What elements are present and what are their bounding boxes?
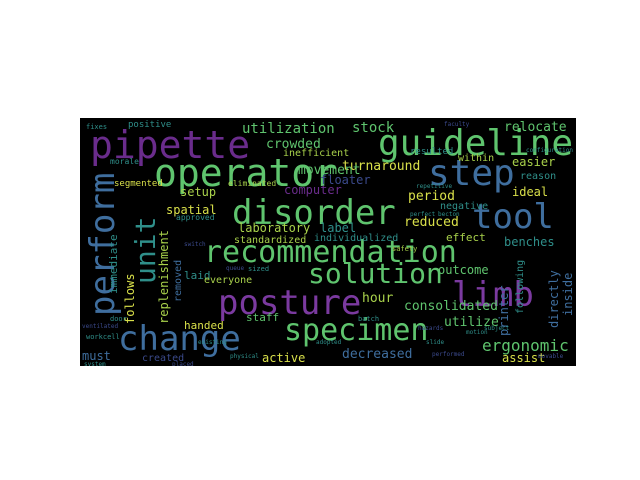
word-within: within xyxy=(458,153,495,164)
word-faculty: faculty xyxy=(444,121,470,128)
word-adopted: adopted xyxy=(316,339,342,346)
word-floater: floater xyxy=(320,173,371,187)
word-laboratory: laboratory xyxy=(238,221,311,235)
word-setup: setup xyxy=(180,185,217,199)
word-slide: slide xyxy=(426,339,445,346)
word-removed: removed xyxy=(173,259,184,302)
word-reason: reason xyxy=(520,171,557,182)
word-cloud: pipette guideline operator step disorder… xyxy=(80,118,576,366)
word-consolidated: consolidated xyxy=(404,299,498,314)
word-handed: handed xyxy=(184,319,224,332)
word-period: period xyxy=(408,189,455,204)
word-decreased: decreased xyxy=(342,347,413,362)
word-performed: performed xyxy=(432,351,465,358)
word-utilization: utilization xyxy=(242,121,335,137)
word-hazards: hazards xyxy=(418,325,444,332)
word-turnaround: turnaround xyxy=(342,159,421,174)
word-easier: easier xyxy=(512,155,556,169)
word-perfect: perfect xyxy=(410,211,436,218)
word-operator: operator xyxy=(154,151,338,195)
word-workcell: workcell xyxy=(86,333,120,341)
word-morale: morale xyxy=(110,157,139,166)
word-stock: stock xyxy=(352,120,395,136)
word-change: change xyxy=(118,319,241,359)
word-safety: safety xyxy=(392,245,418,253)
word-repetitive: repetitive xyxy=(416,183,453,190)
word-movable: movable xyxy=(538,353,564,360)
word-approved: approved xyxy=(176,213,215,222)
word-benches: benches xyxy=(504,235,555,249)
word-subject: subject xyxy=(484,325,510,332)
word-outcome: outcome xyxy=(438,263,489,277)
word-motion: motion xyxy=(466,329,488,336)
word-movement: movement xyxy=(298,163,361,178)
word-individualized: individualized xyxy=(314,233,399,244)
word-becton: becton xyxy=(438,211,460,218)
word-standardized: standardized xyxy=(234,235,307,246)
word-ventilated: ventilated xyxy=(82,323,119,330)
word-door: door xyxy=(110,315,127,323)
word-assist: assist xyxy=(502,351,546,365)
word-staff: staff xyxy=(246,311,280,324)
word-ergonomic: ergonomic xyxy=(482,336,569,355)
word-negative: negative xyxy=(440,201,489,212)
word-immediate: immediate xyxy=(107,234,120,294)
word-crowded: crowded xyxy=(266,137,321,152)
word-placed: placed xyxy=(172,361,194,367)
word-recommendation: recommendation xyxy=(204,235,457,270)
word-pipette: pipette xyxy=(90,123,251,167)
word-hour: hour xyxy=(362,291,394,306)
word-computer: computer xyxy=(284,183,342,197)
word-active: active xyxy=(262,351,306,365)
word-inside: inside xyxy=(561,272,575,316)
word-inefficient: inefficient xyxy=(283,148,350,159)
word-positive: positive xyxy=(128,120,172,130)
word-physical: physical xyxy=(230,353,259,360)
word-existing: existing xyxy=(198,339,227,346)
word-laid: laid xyxy=(184,269,211,282)
word-tool: tool xyxy=(472,197,554,237)
word-label: label xyxy=(320,221,357,235)
word-everyone: everyone xyxy=(204,275,253,286)
word-ideal: ideal xyxy=(512,185,549,199)
word-switch: switch xyxy=(184,241,206,248)
word-following: following xyxy=(515,259,526,314)
word-specimen: specimen xyxy=(284,313,429,348)
word-replenishment: replenishment xyxy=(157,230,171,324)
word-reduced: reduced xyxy=(404,215,459,230)
word-solution: solution xyxy=(308,257,443,290)
word-sized: sized xyxy=(248,265,270,273)
word-eliminated: eliminated xyxy=(228,179,277,188)
word-utilize: utilize xyxy=(444,315,499,330)
word-queue: queue xyxy=(226,265,245,272)
word-created: created xyxy=(142,353,185,364)
word-batch: batch xyxy=(358,315,380,323)
word-configuration: configuration xyxy=(526,147,573,154)
word-system: system xyxy=(84,361,106,367)
word-disorder: disorder xyxy=(232,193,396,233)
word-fixes: fixes xyxy=(86,123,108,131)
word-posture: posture xyxy=(218,283,362,323)
word-limb: limb xyxy=(452,275,534,315)
word-segmented: segmented xyxy=(114,179,163,189)
word-resulted: resulted xyxy=(410,147,454,157)
word-relocate: relocate xyxy=(504,120,567,135)
word-effect: effect xyxy=(446,231,486,244)
word-must: must xyxy=(82,349,111,363)
word-spatial: spatial xyxy=(166,203,217,217)
word-guideline: guideline xyxy=(378,123,574,164)
word-step: step xyxy=(428,153,515,194)
word-directly: directly xyxy=(547,270,561,328)
